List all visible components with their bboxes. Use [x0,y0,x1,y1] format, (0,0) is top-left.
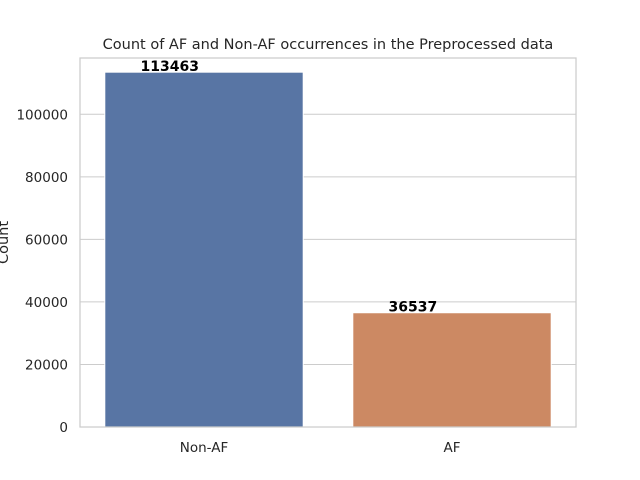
data-label: 113463 [141,59,199,75]
y-tick-label: 100000 [16,107,68,123]
y-axis-label: Count [0,221,12,264]
label-layer: 113463 36537 [141,59,438,316]
y-tick-label: 40000 [25,295,68,311]
x-tick-label: AF [443,440,460,456]
bar-af [352,312,552,428]
x-tick-label: Non-AF [180,440,229,456]
data-label: 36537 [389,300,438,316]
bar-layer [104,71,552,428]
y-tick-label: 0 [59,420,68,436]
y-tick-label: 20000 [25,357,68,373]
plot-frame [79,57,577,428]
y-tick-label: 80000 [25,170,68,186]
y-tick-label: 60000 [25,232,68,248]
bar-non-af [104,71,304,428]
tick-layer: 0 20000 40000 60000 80000 100000 Non-AF AF [16,107,460,456]
chart-title: Count of AF and Non-AF occurrences in th… [103,37,554,53]
